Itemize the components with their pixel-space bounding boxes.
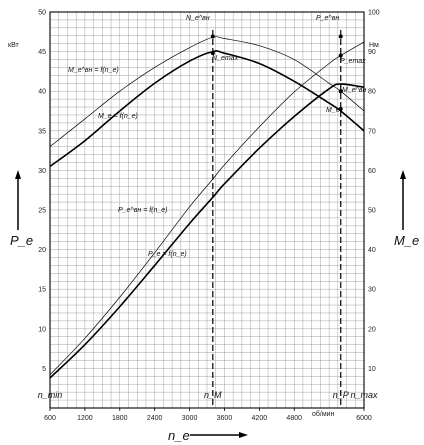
marker-label-n_P: n_P	[333, 390, 349, 400]
key-point-dot	[338, 107, 343, 112]
annotation-pe-vn: P_e^вн	[316, 15, 339, 22]
y-left-axis-label: P_e	[10, 233, 33, 248]
data-series	[49, 36, 365, 379]
series-label-me-vn: M_e^вн = f(n_e)	[68, 67, 119, 74]
y-right-tick-label: 90	[368, 49, 376, 56]
x-tick-label: 4200	[252, 415, 268, 422]
y-left-tick-label: 35	[38, 128, 46, 135]
y-right-tick-label: 50	[368, 208, 376, 215]
axis-ticks: 600 1200 1800 2400 3000 3600 4200 4800 6000 5 10 15…	[38, 10, 380, 423]
y-right-tick-label: 20	[368, 326, 376, 333]
y-left-tick-label: 5	[42, 366, 46, 373]
y-left-tick-label: 25	[38, 208, 46, 215]
marker-lines: n_min n_M n_P n_max	[38, 30, 378, 408]
y-left-tick-label: 50	[38, 10, 46, 17]
y-left-tick-label: 15	[38, 287, 46, 294]
key-point-dot	[210, 51, 215, 56]
y-left-tick-label: 30	[38, 168, 46, 175]
series-line-2	[49, 36, 365, 147]
x-tick-label: 1200	[77, 415, 93, 422]
annotation-me: M_e	[326, 107, 340, 114]
y-right-tick-label: 10	[368, 366, 376, 373]
annotation-ne-vn: N_e^вн	[186, 15, 210, 22]
y-left-tick-label: 20	[38, 247, 46, 254]
x-tick-label: 3000	[182, 415, 198, 422]
annotation-pe-max: P_emax	[340, 58, 366, 65]
y-right-tick-label: 80	[368, 89, 376, 96]
y-left-tick-label: 45	[38, 49, 46, 56]
annotation-ne-max: N_emax	[212, 55, 239, 62]
series-line-1	[49, 83, 365, 379]
marker-label-n_min: n_min	[38, 390, 63, 400]
series-label-pe-vn: P_e^вн = f(n_e)	[118, 207, 168, 214]
x-tick-label: 6000	[356, 415, 372, 422]
x-tick-label: 2400	[147, 415, 163, 422]
key-point-dot	[338, 89, 343, 94]
key-point-dot	[338, 34, 343, 39]
y-left-tick-label: 40	[38, 89, 46, 96]
marker-label-n_M: n_M	[204, 390, 222, 400]
x-tick-label: 3600	[217, 415, 233, 422]
series-label-pe: P_e = f(n_e)	[148, 251, 187, 258]
series-line-3	[49, 50, 365, 168]
series-label-me: M_e = f(n_e)	[98, 113, 138, 120]
y-right-tick-label: 70	[368, 128, 376, 135]
right-axis-arrow-icon	[400, 170, 406, 230]
annotation-me-vn: M_e^вн	[342, 87, 367, 94]
y-right-tick-label: 40	[368, 247, 376, 254]
x-tick-label: 4800	[286, 415, 302, 422]
key-point-dot	[210, 34, 215, 39]
x-tick-label: 1800	[112, 415, 128, 422]
plot-frame	[49, 11, 365, 409]
series-line-0	[49, 41, 365, 375]
y-right-axis-label: M_e	[394, 233, 419, 248]
key-point-dot	[338, 53, 343, 58]
y-right-tick-label: 100	[368, 10, 380, 17]
y-left-tick-label: 10	[38, 326, 46, 333]
y-right-tick-label: 60	[368, 168, 376, 175]
x-axis-label: n_e	[168, 428, 190, 443]
curve-annotations: N_e^вн N_emax P_e^вн P_emax M_e^вн M_e M…	[68, 15, 367, 258]
y-right-tick-label: 30	[368, 287, 376, 294]
left-axis-arrow-icon	[15, 170, 21, 230]
x-unit-label: об/мин	[312, 410, 335, 418]
x-axis-arrow-icon	[190, 432, 248, 438]
left-unit-label: кВт	[8, 42, 19, 49]
right-unit-label: Нм	[369, 42, 379, 49]
x-tick-label: 600	[44, 415, 56, 422]
plot-border	[49, 11, 365, 409]
marker-label-n_max: n_max	[350, 390, 378, 400]
